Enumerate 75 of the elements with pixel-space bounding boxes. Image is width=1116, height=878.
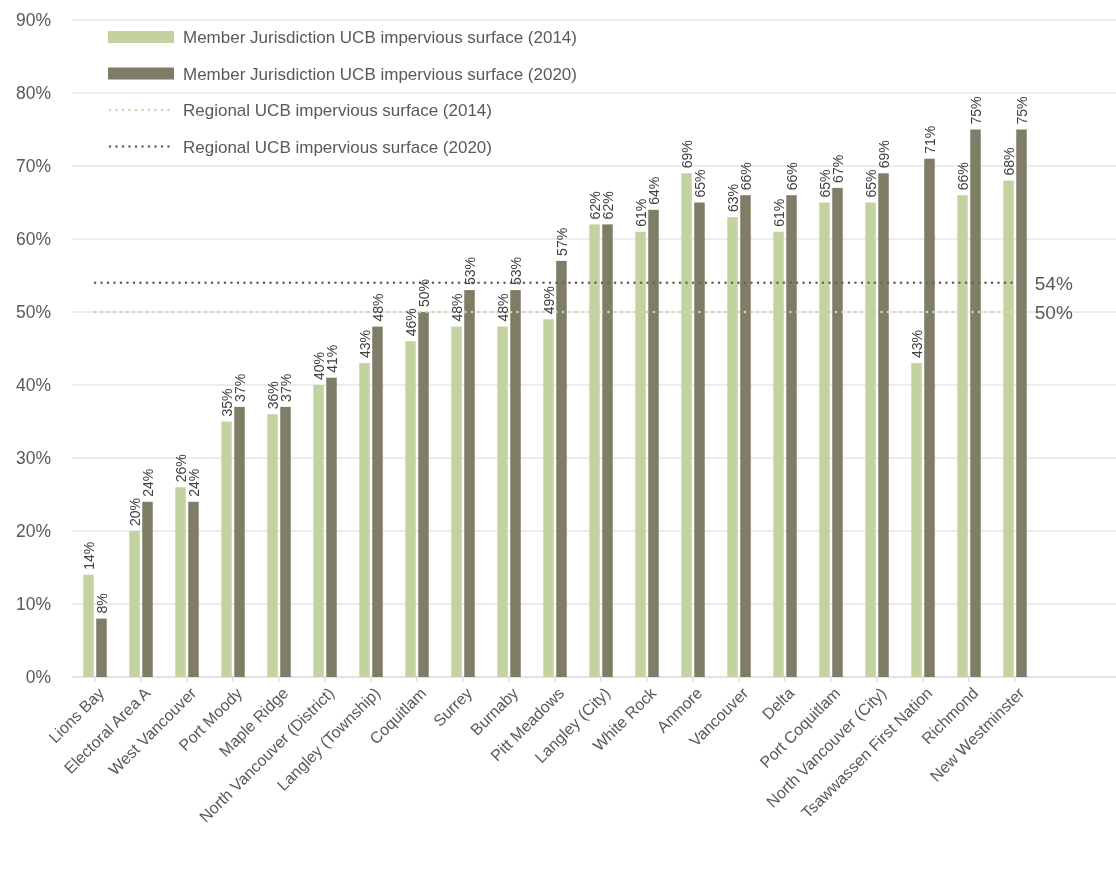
bar [372, 326, 383, 677]
bar [359, 363, 370, 677]
bar [96, 618, 107, 677]
data-label: 43% [356, 330, 373, 359]
y-tick-label: 70% [15, 156, 51, 176]
bar [129, 531, 140, 677]
data-label: 61% [770, 198, 787, 227]
data-label: 65% [862, 169, 879, 198]
data-label: 46% [402, 308, 419, 337]
bar [786, 195, 797, 677]
bar [878, 173, 889, 677]
data-label: 14% [80, 541, 97, 570]
data-label: 48% [448, 293, 465, 322]
bar [694, 202, 705, 677]
bar [924, 158, 935, 677]
legend-label: Regional UCB impervious surface (2020) [183, 137, 492, 156]
data-label: 75% [967, 96, 984, 125]
bar [510, 290, 521, 677]
data-label: 20% [126, 497, 143, 526]
bar [1016, 129, 1027, 677]
bar [175, 487, 186, 677]
bar [451, 326, 462, 677]
bar [313, 385, 324, 677]
bar [464, 290, 475, 677]
data-label: 53% [461, 257, 478, 286]
bar [970, 129, 981, 677]
data-label: 65% [691, 169, 708, 198]
data-label: 69% [875, 140, 892, 169]
bar [280, 406, 291, 677]
data-label: 50% [415, 278, 432, 307]
bar [497, 326, 508, 677]
legend-label: Member Jurisdiction UCB impervious surface (2014) [183, 27, 577, 47]
data-label: 24% [139, 468, 156, 497]
data-label: 66% [954, 162, 971, 191]
data-label: 66% [783, 162, 800, 191]
data-label: 71% [921, 125, 938, 154]
bar [556, 260, 567, 677]
y-tick-label: 90% [15, 10, 51, 30]
y-tick-label: 80% [15, 83, 51, 103]
bar [543, 319, 554, 677]
bar [418, 312, 429, 677]
y-tick-label: 60% [15, 229, 51, 249]
bar [83, 574, 94, 677]
bar [648, 209, 659, 677]
data-label: 75% [1013, 96, 1030, 125]
data-label: 68% [1000, 147, 1017, 176]
data-label: 49% [540, 286, 557, 315]
legend-label: Regional UCB impervious surface (2014) [183, 100, 492, 120]
y-tick-label: 20% [15, 521, 51, 541]
data-label: 48% [369, 293, 386, 322]
data-label: 69% [678, 140, 695, 169]
bar [602, 224, 613, 677]
data-label: 43% [908, 330, 925, 359]
bar [405, 341, 416, 677]
bar [234, 406, 245, 677]
bar [832, 187, 843, 677]
bar [188, 501, 199, 677]
data-label: 57% [553, 227, 570, 256]
legend-label: Member Jurisdiction UCB impervious surface (2020) [183, 64, 577, 83]
y-tick-label: 50% [15, 302, 51, 322]
data-label: 53% [507, 257, 524, 286]
bar [911, 363, 922, 677]
bar [326, 377, 337, 677]
data-label: 54% [1034, 272, 1073, 294]
data-label: 50% [1034, 301, 1073, 323]
bar [267, 414, 278, 677]
y-tick-label: 40% [15, 375, 51, 395]
y-tick-label: 30% [15, 448, 51, 468]
bar [221, 421, 232, 677]
bar [740, 195, 751, 677]
y-tick-label: 10% [15, 594, 51, 614]
bar [142, 501, 153, 677]
y-tick-label: 0% [25, 667, 51, 687]
data-label: 8% [93, 593, 110, 614]
data-label: 48% [494, 293, 511, 322]
